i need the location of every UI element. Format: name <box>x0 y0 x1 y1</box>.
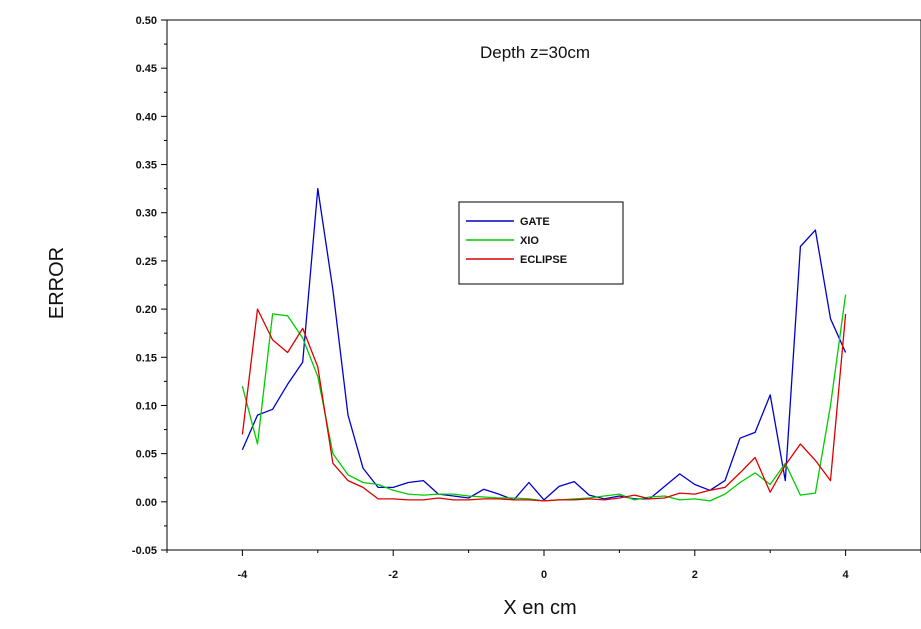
legend: GATE XIO ECLIPSE <box>458 201 624 285</box>
legend-box <box>458 201 624 285</box>
y-tick-label: 0.50 <box>136 15 157 27</box>
y-tick-label: 0.20 <box>136 304 157 316</box>
y-axis-title: ERROR <box>46 247 68 319</box>
y-axis: -0.05 0.00 0.05 0.10 0.15 0.20 0.25 0.30 0.35 0.4… <box>132 15 167 557</box>
x-tick-label: -4 <box>238 569 249 581</box>
plot-frame <box>166 19 921 551</box>
x-tick-label: 0 <box>541 569 547 581</box>
series-line-eclipse <box>241 308 847 502</box>
y-tick-label: 0.45 <box>136 63 157 75</box>
y-tick-label: 0.05 <box>136 449 157 461</box>
legend-label-eclipse: ECLIPSE <box>520 254 567 266</box>
series-layer <box>241 187 847 502</box>
y-tick-label: 0.15 <box>136 352 157 364</box>
y-tick-label: 0.00 <box>136 497 157 509</box>
y-tick-label: 0.25 <box>136 256 157 268</box>
series-line-gate <box>241 187 847 501</box>
x-tick-label: 2 <box>692 569 698 581</box>
y-tick-label: 0.35 <box>136 160 157 172</box>
x-tick-label: -2 <box>388 569 398 581</box>
x-axis-title: X en cm <box>503 597 576 619</box>
chart-annotation: Depth z=30cm <box>480 43 590 62</box>
y-tick-label: 0.40 <box>136 111 157 123</box>
y-tick-label: 0.10 <box>136 400 157 412</box>
x-axis: -4 -2 0 2 4 <box>166 550 921 581</box>
x-tick-label: 4 <box>843 569 850 581</box>
legend-label-gate: GATE <box>520 216 550 228</box>
y-tick-label: -0.05 <box>132 545 157 557</box>
legend-label-xio: XIO <box>520 235 539 247</box>
y-tick-label: 0.30 <box>136 208 157 220</box>
